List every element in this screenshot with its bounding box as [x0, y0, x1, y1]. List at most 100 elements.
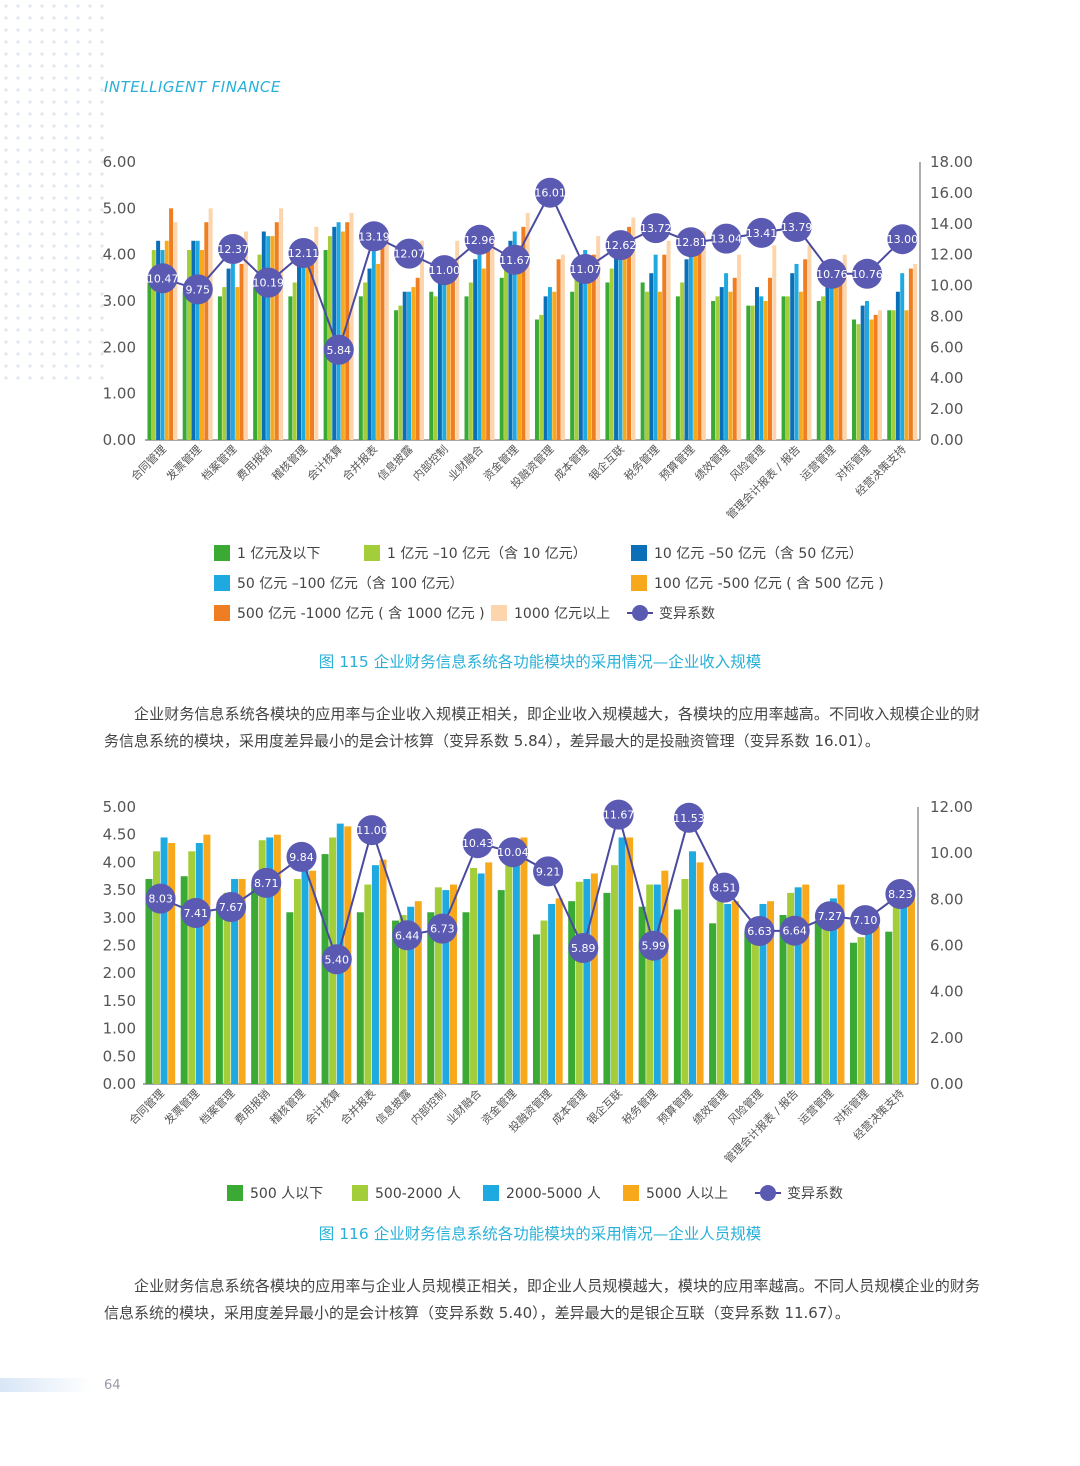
bar [442, 890, 450, 1084]
bar [631, 217, 636, 440]
y-axis-tick-label: 0.00 [103, 1075, 136, 1093]
bar [638, 906, 646, 1084]
cv-data-label: 8.03 [148, 893, 173, 906]
y-axis-tick-label: 4.00 [103, 246, 136, 264]
cv-line [160, 810, 901, 963]
bar [618, 837, 626, 1084]
cv-data-label: 9.84 [289, 851, 314, 864]
x-axis-category-label: 绩效管理 [692, 442, 733, 483]
bar [508, 240, 513, 440]
x-axis-category-label: 信息披露 [375, 442, 416, 483]
bar [825, 287, 830, 440]
bar [688, 240, 693, 440]
cv-point [885, 879, 916, 909]
legend-item: 1 亿元及以下 [214, 543, 320, 563]
legend-label: 100 亿元 -500 亿元 ( 含 500 亿元 ) [654, 576, 884, 592]
bar [380, 240, 385, 440]
bar [434, 887, 442, 1084]
bar [895, 291, 900, 440]
bar [517, 245, 522, 440]
bar [266, 837, 274, 1084]
bar [505, 854, 513, 1084]
bar [477, 873, 485, 1084]
legend-swatch [364, 545, 380, 561]
bar [392, 920, 400, 1084]
cv-data-label: 10.43 [462, 837, 494, 850]
y-axis-tick-label: 4.50 [103, 826, 136, 844]
cv-point [709, 872, 740, 903]
legend-swatch [631, 545, 647, 561]
x-axis-category-label: 银企互联 [584, 1086, 625, 1127]
cv-data-label: 13.72 [640, 222, 672, 235]
bar [653, 884, 661, 1084]
bar [590, 873, 598, 1084]
footer-decor-bar [0, 1378, 92, 1392]
bar [367, 268, 372, 440]
figure-115-caption: 图 115 企业财务信息系统各功能模块的采用情况—企业收入规模 [318, 653, 762, 671]
bar [807, 245, 812, 440]
bar [908, 268, 913, 440]
y2-axis-tick-label: 0.00 [930, 1075, 963, 1093]
bar [744, 931, 752, 1084]
cv-data-label: 13.41 [746, 227, 778, 240]
bar [164, 240, 169, 440]
bar [208, 208, 213, 440]
bar [754, 287, 759, 440]
legend-swatch [227, 1185, 243, 1201]
bar [816, 301, 821, 440]
bar [543, 296, 548, 440]
bar [657, 291, 662, 440]
bar [646, 884, 654, 1084]
bar [790, 273, 795, 440]
bar [200, 250, 204, 440]
bar [349, 212, 354, 440]
bar [767, 901, 775, 1084]
cv-data-label: 11.07 [570, 263, 602, 276]
bar [257, 254, 262, 440]
cv-point [429, 255, 460, 286]
bar [767, 277, 772, 440]
bar [497, 890, 505, 1084]
bar [222, 287, 227, 440]
bar [512, 845, 520, 1084]
bar [900, 901, 908, 1084]
x-axis-category-label: 业财融合 [443, 1086, 484, 1127]
cv-point [638, 930, 669, 961]
bar [411, 287, 416, 440]
bar [168, 843, 176, 1084]
legend-swatch [214, 605, 230, 621]
cv-point [147, 263, 178, 294]
cv-point [323, 334, 354, 365]
cv-data-label: 6.64 [782, 925, 807, 938]
cv-data-label: 6.44 [395, 929, 420, 942]
cv-data-label: 12.96 [464, 234, 496, 247]
y-axis-tick-label: 1.00 [103, 385, 136, 403]
cv-point [781, 212, 812, 242]
legend-line-marker [755, 1185, 781, 1201]
cv-data-label: 5.89 [571, 942, 596, 955]
legend-staff-scale: 500 人以下 500-2000 人 2000-5000 人 5000 人以上 … [0, 1183, 1080, 1207]
chart-svg: 0.00 0.50 1.00 1.50 2.00 2.50 3.00 3.50 4.00 4.50… [103, 798, 973, 1166]
cv-point [744, 916, 775, 946]
bar [274, 222, 279, 440]
bar [719, 287, 724, 440]
x-axis-category-label: 成本管理 [551, 442, 592, 483]
cv-point [674, 802, 704, 833]
bar [450, 884, 457, 1084]
bar [398, 305, 403, 440]
cv-data-label: 7.41 [184, 907, 209, 920]
bar [188, 851, 196, 1084]
x-axis-category-label: 合并报表 [339, 442, 380, 483]
bar [301, 867, 309, 1084]
y2-axis-tick-label: 18.00 [930, 153, 973, 171]
bar [336, 222, 341, 440]
cv-line [162, 190, 904, 353]
bar [305, 263, 310, 440]
bar [746, 305, 751, 440]
cv-point [746, 217, 777, 248]
bar [814, 920, 822, 1084]
bar [384, 236, 389, 440]
legend-label: 2000-5000 人 [506, 1186, 601, 1202]
bar [414, 901, 422, 1084]
bar [763, 301, 768, 440]
